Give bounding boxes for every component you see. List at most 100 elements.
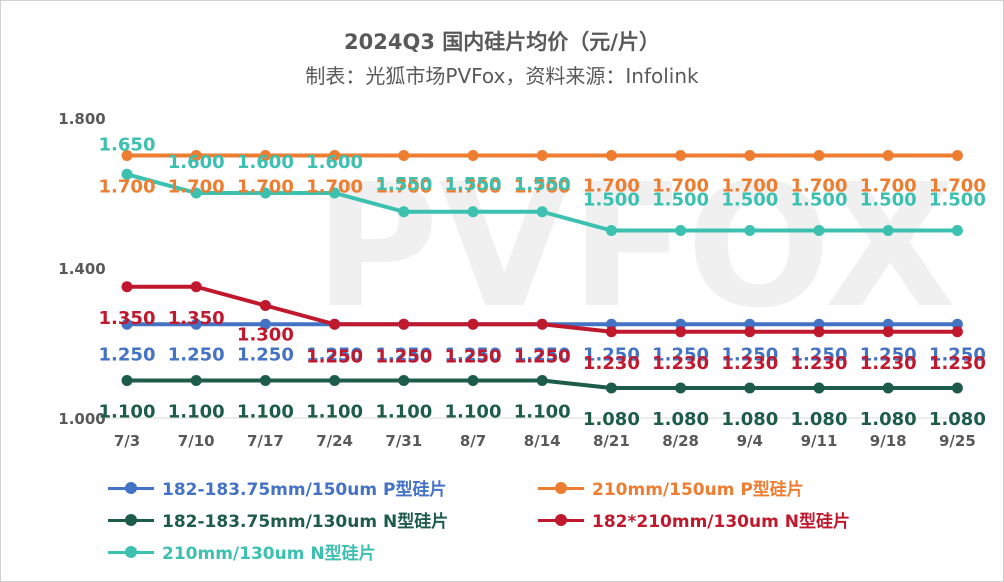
legend-item-n-210-130[interactable]: 210mm/130um N型硅片 — [108, 539, 376, 564]
data-point — [121, 168, 133, 180]
data-point — [329, 318, 341, 330]
data-label: 1.700 — [237, 177, 294, 198]
data-label: 1.250 — [721, 344, 778, 365]
chart-subtitle: 制表：光狐市场PVFox，资料来源：Infolink — [305, 64, 699, 88]
data-point — [951, 150, 963, 161]
data-point — [121, 281, 133, 293]
data-point — [259, 318, 271, 330]
data-label: 1.250 — [514, 344, 571, 365]
data-point — [190, 281, 202, 293]
data-point — [951, 326, 963, 338]
data-label: 1.700 — [445, 177, 502, 198]
data-label: 1.100 — [237, 402, 294, 423]
x-tick-label: 7/10 — [178, 432, 215, 450]
x-tick-label: 8/21 — [593, 432, 630, 450]
data-label: 1.500 — [721, 190, 778, 211]
data-label: 1.230 — [791, 353, 848, 374]
data-label: 1.600 — [306, 152, 363, 173]
data-point — [259, 375, 271, 386]
data-point — [536, 150, 548, 161]
data-point — [675, 326, 687, 338]
x-tick-label: 9/25 — [939, 432, 976, 450]
data-label: 1.300 — [237, 325, 294, 346]
axes: 1.000 1.400 1.800 7/3 7/10 7/17 7/24 7/31 8/7 8/1… — [58, 110, 976, 450]
data-label: 1.230 — [929, 353, 986, 374]
data-label: 1.250 — [99, 344, 156, 365]
data-point — [467, 206, 479, 218]
data-label: 1.250 — [375, 344, 432, 365]
data-point — [675, 225, 687, 236]
data-point — [329, 375, 341, 386]
x-tick-label: 7/3 — [114, 432, 140, 450]
data-label: 1.600 — [168, 152, 225, 173]
legend-item-n-182x210-130[interactable]: 182*210mm/130um N型硅片 — [538, 507, 850, 532]
data-label: 1.250 — [375, 346, 432, 367]
legend-item-p-182-150[interactable]: 182-183.75mm/150um P型硅片 — [108, 475, 446, 500]
data-point — [329, 187, 341, 199]
data-label: 1.700 — [652, 176, 709, 197]
data-label: 1.700 — [791, 176, 848, 197]
data-point — [190, 318, 202, 330]
data-label: 1.700 — [99, 177, 156, 198]
data-point — [398, 150, 410, 161]
data-point — [882, 382, 894, 394]
data-label: 1.700 — [168, 177, 225, 198]
data-point — [467, 150, 479, 161]
legend-label: 182-183.75mm/150um P型硅片 — [162, 480, 447, 500]
data-point — [259, 150, 271, 161]
y-tick-label: 1.000 — [58, 410, 105, 428]
data-label: 1.100 — [168, 402, 225, 423]
data-label: 1.250 — [237, 344, 294, 365]
data-point — [398, 375, 410, 386]
data-point — [675, 382, 687, 394]
data-label: 1.250 — [791, 344, 848, 365]
data-label: 1.500 — [860, 190, 917, 211]
data-point — [744, 150, 756, 161]
legend-item-n-182-130[interactable]: 182-183.75mm/130um N型硅片 — [108, 507, 448, 532]
x-tick-label: 9/18 — [870, 432, 907, 450]
data-point — [882, 326, 894, 338]
data-labels: 1.250 1.250 1.250 1.250 1.250 1.250 1.250 1.250… — [99, 134, 986, 430]
data-label: 1.100 — [306, 402, 363, 423]
legend-marker — [538, 513, 584, 527]
data-point — [605, 150, 617, 161]
data-point — [536, 206, 548, 218]
data-label: 1.700 — [375, 177, 432, 198]
data-point — [467, 375, 479, 386]
data-point — [121, 318, 133, 330]
data-point — [813, 326, 825, 338]
data-label: 1.250 — [168, 344, 225, 365]
data-point — [675, 150, 687, 161]
data-label: 1.500 — [583, 190, 640, 211]
data-label: 1.100 — [514, 402, 571, 423]
x-tick-label: 8/7 — [460, 432, 486, 450]
legend-marker — [108, 513, 154, 527]
data-label: 1.250 — [652, 344, 709, 365]
x-tick-label: 9/11 — [801, 432, 838, 450]
data-point — [190, 187, 202, 199]
data-label: 1.080 — [721, 409, 778, 430]
data-label: 1.700 — [929, 176, 986, 197]
data-label: 1.250 — [445, 344, 502, 365]
data-label: 1.080 — [929, 409, 986, 430]
data-label: 1.350 — [99, 308, 156, 329]
data-point — [813, 150, 825, 161]
chart-title: 2024Q3 国内硅片均价（元/片） — [344, 30, 660, 54]
y-tick-label: 1.400 — [58, 260, 105, 278]
data-label: 1.100 — [99, 402, 156, 423]
x-tick-label: 8/14 — [524, 432, 561, 450]
x-tick-label: 7/24 — [316, 432, 353, 450]
x-tick-label: 9/4 — [737, 432, 763, 450]
data-label: 1.230 — [721, 353, 778, 374]
data-point — [398, 318, 410, 330]
data-label: 1.700 — [860, 176, 917, 197]
data-label: 1.650 — [99, 134, 156, 155]
data-label: 1.500 — [791, 190, 848, 211]
data-label: 1.250 — [929, 344, 986, 365]
data-label: 1.230 — [860, 353, 917, 374]
legend-item-p-210-150[interactable]: 210mm/150um P型硅片 — [538, 475, 804, 500]
data-label: 1.080 — [791, 409, 848, 430]
